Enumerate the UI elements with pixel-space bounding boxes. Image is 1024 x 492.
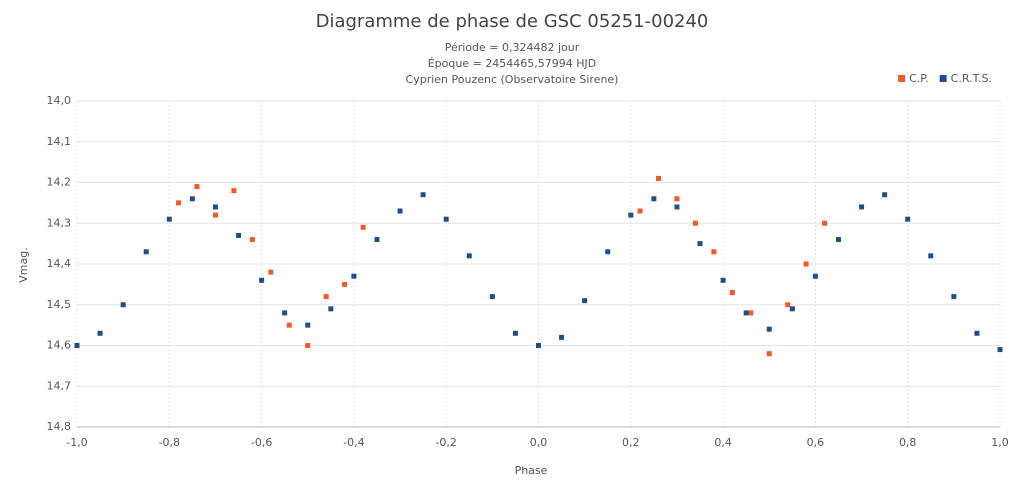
x-tick-label: -0,6 (251, 436, 272, 449)
data-point (582, 298, 588, 304)
legend-swatch (898, 75, 906, 82)
y-tick-label: 14,6 (47, 339, 72, 352)
data-point (692, 220, 698, 226)
data-point (974, 330, 980, 336)
data-point (789, 306, 795, 312)
data-point (74, 343, 80, 348)
data-point (766, 351, 772, 357)
data-point (674, 204, 680, 210)
data-point (655, 175, 661, 181)
data-point (628, 212, 634, 218)
data-point (397, 208, 403, 214)
data-point (489, 294, 495, 300)
data-point (729, 290, 735, 296)
data-point (766, 326, 772, 332)
data-point (249, 237, 255, 243)
x-tick-label: 0,8 (899, 436, 917, 449)
chart-title: Diagramme de phase de GSC 05251-00240 (316, 11, 709, 32)
y-tick-label: 14,7 (47, 379, 72, 392)
data-point (166, 216, 172, 222)
y-tick-label: 14,1 (47, 135, 72, 148)
legend-swatch (939, 75, 947, 82)
data-point (176, 200, 182, 206)
data-point (323, 294, 329, 300)
data-point (997, 347, 1003, 353)
data-point (360, 224, 366, 230)
data-point (286, 322, 292, 328)
subtitle: Époque = 2454465,57994 HJD (428, 57, 597, 70)
data-point (351, 273, 357, 279)
data-point (859, 204, 865, 210)
data-point (120, 302, 126, 308)
data-point (342, 281, 348, 287)
subtitle: Cyprien Pouzenc (Observatoire Sirene) (406, 73, 619, 86)
data-point (194, 184, 200, 190)
data-point (143, 249, 149, 255)
x-tick-label: 0,2 (622, 436, 640, 449)
data-point (305, 322, 311, 328)
data-point (268, 269, 274, 275)
data-point (835, 237, 841, 243)
data-point (605, 249, 611, 255)
x-tick-label: -0,8 (159, 436, 180, 449)
x-tick-label: -1,0 (66, 436, 87, 449)
x-axis-label: Phase (515, 464, 548, 477)
data-point (97, 330, 103, 336)
data-point (697, 241, 703, 247)
data-point (282, 310, 288, 316)
data-point (512, 330, 518, 336)
data-point (711, 249, 717, 255)
data-point (748, 310, 754, 316)
data-point (466, 253, 472, 259)
data-point (743, 310, 749, 316)
x-tick-label: 0,0 (530, 436, 548, 449)
legend-label: C.R.T.S. (951, 72, 992, 85)
data-point (928, 253, 934, 259)
x-tick-label: -0,2 (435, 436, 456, 449)
data-point (785, 302, 791, 308)
x-tick-label: -0,4 (343, 436, 364, 449)
data-point (374, 237, 380, 243)
data-point (212, 212, 218, 218)
data-point (536, 343, 541, 348)
data-point (822, 220, 828, 226)
data-point (812, 273, 818, 279)
y-axis-label: Vmag. (17, 247, 30, 282)
data-point (905, 216, 911, 222)
data-point (674, 196, 680, 202)
data-point (803, 261, 809, 267)
data-point (720, 277, 726, 283)
data-point (882, 192, 888, 198)
y-tick-label: 14,3 (47, 216, 72, 229)
data-point (637, 208, 643, 214)
x-tick-label: 1,0 (991, 436, 1009, 449)
y-tick-label: 14,5 (47, 298, 72, 311)
data-point (236, 232, 242, 238)
y-tick-label: 14,2 (47, 176, 72, 189)
data-point (559, 334, 565, 340)
data-point (259, 277, 265, 283)
y-tick-label: 14,8 (47, 420, 72, 433)
data-point (951, 294, 957, 300)
data-point (328, 306, 334, 312)
x-tick-label: 0,4 (714, 436, 732, 449)
y-tick-label: 14,4 (47, 257, 72, 270)
data-point (189, 196, 195, 202)
data-point (305, 343, 311, 348)
data-point (443, 216, 449, 222)
data-point (420, 192, 426, 198)
legend-label: C.P. (909, 72, 929, 85)
y-tick-label: 14,0 (47, 94, 72, 107)
subtitle: Période = 0,324482 jour (445, 41, 580, 54)
data-point (231, 188, 237, 194)
data-point (651, 196, 657, 202)
data-point (212, 204, 218, 210)
x-tick-label: 0,6 (807, 436, 825, 449)
